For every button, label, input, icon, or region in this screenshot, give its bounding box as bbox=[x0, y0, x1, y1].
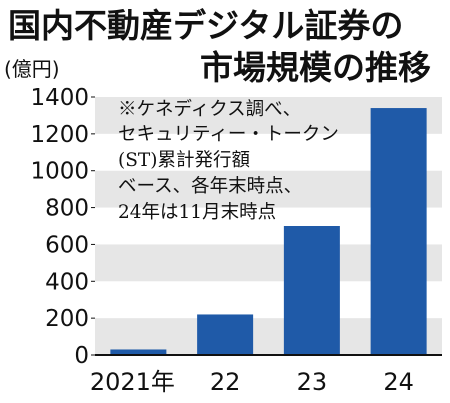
bar-1 bbox=[197, 314, 254, 355]
bars bbox=[110, 108, 427, 355]
chart-title-line-1: 国内不動産デジタル証券の bbox=[8, 6, 403, 45]
x-category-label: 24 bbox=[383, 368, 414, 396]
note-line-4: ベース、各年末時点、 bbox=[118, 176, 302, 197]
y-tick-label: 1200 bbox=[30, 122, 89, 148]
note-line-1: ※ケネディクス調べ、 bbox=[118, 99, 301, 120]
note-line-2: セキュリティー・トークン bbox=[118, 124, 339, 145]
y-tick-label: 400 bbox=[45, 269, 89, 295]
y-tick-label: 200 bbox=[45, 306, 89, 332]
y-tick-label: 600 bbox=[45, 232, 89, 258]
x-category-label: 2021年 bbox=[90, 368, 175, 396]
note-line-3: (ST)累計発行額 bbox=[118, 150, 250, 171]
x-category-label: 23 bbox=[297, 368, 328, 396]
bar-0 bbox=[110, 349, 167, 355]
chart-title-line-2: 市場規模の推移 bbox=[200, 48, 431, 87]
bar-2 bbox=[283, 226, 340, 355]
source-note: ※ケネディクス調べ、 セキュリティー・トークン (ST)累計発行額 ベース、各年… bbox=[118, 99, 339, 223]
bar-3 bbox=[370, 108, 427, 355]
y-tick-label: 0 bbox=[74, 343, 89, 369]
x-category-label: 22 bbox=[210, 368, 241, 396]
note-line-5: 24年は11月末時点 bbox=[118, 202, 276, 223]
y-tick-label: 1000 bbox=[30, 159, 89, 185]
y-unit-label: (億円) bbox=[4, 57, 60, 81]
y-tick-label: 800 bbox=[45, 196, 89, 222]
y-tick-label: 1400 bbox=[30, 85, 89, 111]
y-axis-ticks: 0 200 400 600 800 1000 1200 1400 bbox=[30, 85, 95, 369]
x-axis-labels: 2021年 22 23 24 bbox=[90, 368, 414, 396]
